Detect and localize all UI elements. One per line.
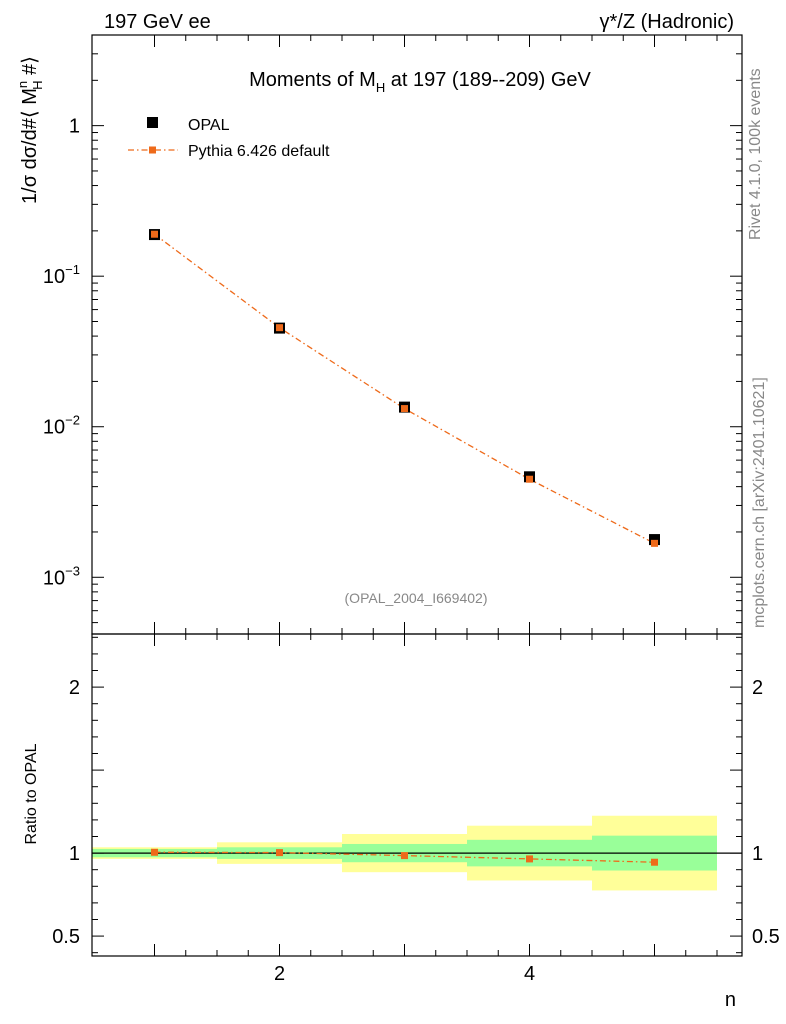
ratio-y-tick-label-right: 1 [752, 843, 763, 865]
pythia-point [401, 405, 408, 413]
ratio-y-tick-label-right: 2 [752, 677, 763, 699]
y-tick-label: 1 [69, 116, 80, 138]
y-tick-label: 10−1 [43, 262, 80, 288]
legend: OPAL Pythia 6.426 default [128, 117, 330, 160]
y-tick-label: 10−3 [43, 563, 80, 589]
legend-pythia-label: Pythia 6.426 default [188, 143, 330, 160]
rivet-version-label: Rivet 4.1.0, 100k events [747, 68, 764, 240]
ratio-pythia-point [651, 858, 658, 866]
ratio-y-axis-label: Ratio to OPAL [23, 743, 40, 844]
pythia-point [526, 475, 533, 483]
header-left-label: 197 GeV ee [104, 11, 211, 33]
y-tick-label: 10−2 [43, 413, 80, 439]
ratio-pythia-point [151, 848, 158, 856]
ratio-pythia-point [401, 852, 408, 860]
legend-opal-marker [147, 117, 158, 128]
header-right-label: γ*/Z (Hadronic) [600, 11, 734, 33]
opal-data-point [649, 534, 660, 546]
ratio-plot-area: 2 4 0.5 0.5 1 1 2 2 [52, 633, 780, 985]
mcplots-source-label: mcplots.cern.ch [arXiv:2401.10621] [751, 377, 768, 628]
x-axis-label: n [725, 989, 736, 1011]
ratio-pythia-point [526, 855, 533, 863]
ratio-y-tick-label-left: 1 [69, 843, 80, 865]
legend-opal-label: OPAL [188, 117, 230, 134]
x-tick-label: 4 [524, 963, 535, 985]
pythia-point [276, 324, 283, 332]
analysis-id-watermark: (OPAL_2004_I669402) [345, 590, 488, 606]
ratio-plot-frame [91, 633, 743, 957]
ratio-y-tick-label-left: 0.5 [52, 926, 80, 948]
ratio-pythia-line [154, 851, 655, 863]
ratio-y-tick-label-left: 2 [69, 677, 80, 699]
ratio-y-tick-label-right: 0.5 [752, 926, 780, 948]
ratio-pythia-point [276, 849, 283, 857]
pythia-point [151, 230, 158, 238]
main-y-axis-label: 1/σ dσ/d#⟨ MnH #⟩ [15, 56, 45, 204]
main-plot-title: Moments of MH at 197 (189--209) GeV [249, 69, 591, 95]
main-plot-area: 1 10−1 10−2 10−3 [43, 34, 743, 635]
pythia-line [154, 233, 655, 544]
pythia-point [651, 539, 658, 547]
x-tick-label: 2 [274, 963, 285, 985]
legend-pythia-marker [149, 146, 156, 154]
